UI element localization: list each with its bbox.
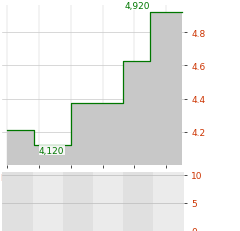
Bar bbox=[153, 172, 184, 231]
Text: 4,120: 4,120 bbox=[39, 146, 65, 155]
Bar bbox=[33, 172, 63, 231]
Bar bbox=[2, 172, 33, 231]
Text: 4,920: 4,920 bbox=[125, 2, 150, 11]
Bar bbox=[123, 172, 153, 231]
Bar bbox=[63, 172, 93, 231]
Bar bbox=[93, 172, 123, 231]
